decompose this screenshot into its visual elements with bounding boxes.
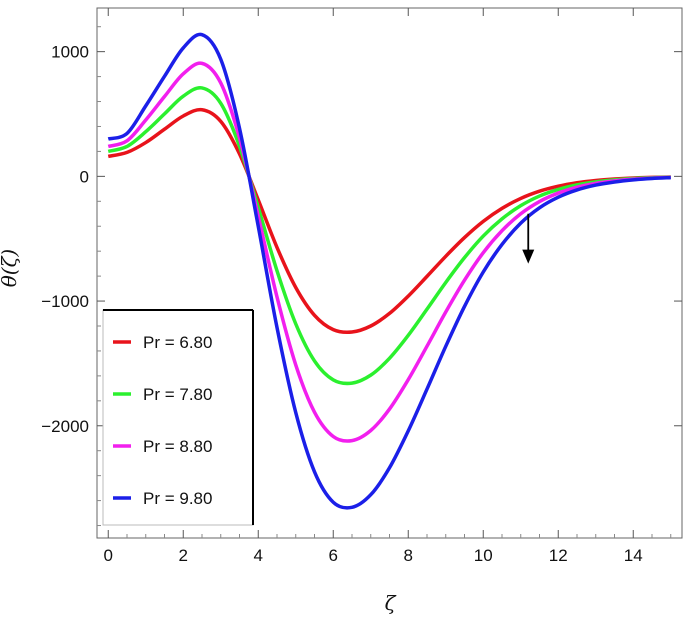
series-line-1	[107, 107, 671, 335]
decreasing-trend-arrow	[522, 213, 535, 264]
series-lines	[107, 32, 671, 510]
x-tick-label: 12	[549, 546, 568, 565]
y-tick-label: 0	[80, 167, 89, 186]
x-tick-label: 10	[474, 546, 493, 565]
x-tick-label: 6	[329, 546, 338, 565]
x-axis-title: ζ	[385, 591, 397, 615]
series-line-4	[107, 32, 671, 510]
legend-label-3: Pr = 8.80	[143, 437, 212, 456]
y-tick-label: −1000	[41, 292, 89, 311]
y-tick-label: 1000	[51, 43, 89, 62]
series-line-2	[107, 86, 671, 386]
x-tick-label: 8	[404, 546, 413, 565]
legend-label-2: Pr = 7.80	[143, 385, 212, 404]
x-tick-label: 4	[254, 546, 263, 565]
y-axis-title: θ(ζ)	[0, 249, 21, 288]
y-tick-label: −2000	[41, 417, 89, 436]
y-axis-ticks: 1000 0 −1000 −2000	[41, 26, 682, 527]
arrow-head	[522, 249, 535, 264]
series-line-3	[107, 61, 671, 443]
x-tick-label: 0	[104, 546, 113, 565]
legend: Pr = 6.80 Pr = 7.80 Pr = 8.80 Pr = 9.80	[102, 309, 254, 526]
legend-box	[102, 309, 254, 526]
x-tick-label: 14	[624, 546, 643, 565]
x-axis-ticks: 0 2 4 6 8 10 12 14	[104, 8, 672, 565]
x-tick-label: 2	[179, 546, 188, 565]
legend-label-1: Pr = 6.80	[143, 333, 212, 352]
legend-label-4: Pr = 9.80	[143, 489, 212, 508]
